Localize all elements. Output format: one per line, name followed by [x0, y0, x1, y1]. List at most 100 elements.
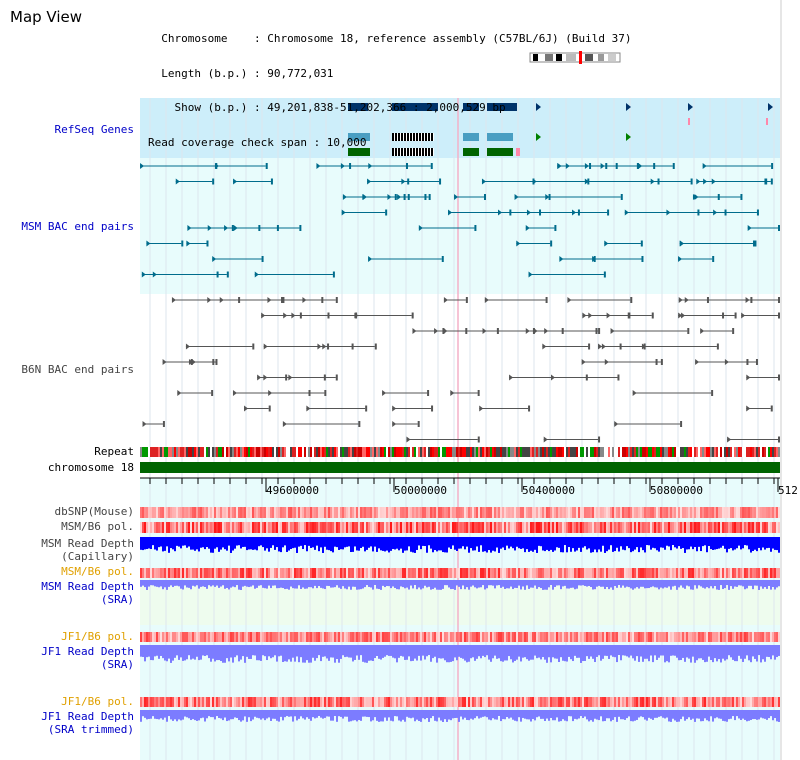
msm-sra-depth-bar	[262, 580, 264, 588]
label-jf1-read-depth-sra[interactable]: JF1 Read Depth (SRA)	[41, 645, 134, 671]
msm-pol-mark	[356, 522, 358, 533]
label-msm-b6-pol[interactable]: MSM/B6 pol.	[61, 520, 134, 533]
msm-bac-pair	[418, 225, 423, 231]
label-jf1-b6-pol-2[interactable]: JF1/B6 pol.	[61, 695, 134, 708]
jf1-sra-depth-bar	[500, 645, 502, 662]
jf1-sra-depth-bar	[404, 645, 406, 660]
msm-sra-pol-mark	[332, 568, 334, 578]
msm-sra-depth-bar	[400, 580, 402, 587]
repeat-mark	[604, 447, 606, 457]
b6n-bac-pair	[321, 297, 324, 303]
msm-sra-pol-mark	[200, 568, 202, 578]
msm-bac-pair	[765, 178, 768, 185]
dbsnp-mark	[166, 507, 168, 518]
jf1-trim-pol-mark	[564, 697, 566, 707]
jf1-pol-mark	[536, 632, 538, 642]
msm-pol-mark	[458, 522, 460, 533]
msm-capillary-depth-bar	[654, 537, 656, 549]
repeat-mark	[316, 447, 318, 457]
jf1-sra-depth-bar	[278, 645, 280, 657]
dbsnp-mark	[222, 507, 224, 518]
label-msm-read-depth-capillary[interactable]: MSM Read Depth (Capillary)	[41, 537, 134, 563]
msm-sra-pol-mark	[378, 568, 380, 578]
msm-capillary-depth-bar	[604, 537, 606, 553]
jf1-trim-pol-mark	[446, 697, 448, 707]
dbsnp-mark	[282, 507, 284, 518]
msm-bac-pair	[603, 271, 606, 278]
jf1-pol-mark	[668, 632, 670, 642]
jf1-sra-depth-bar	[658, 645, 660, 658]
msm-sra-pol-mark	[546, 568, 548, 578]
repeat-mark	[626, 447, 628, 457]
msm-capillary-depth-bar	[342, 537, 344, 550]
b6n-bac-pair	[778, 312, 780, 319]
msm-bac-pair	[181, 240, 184, 247]
msm-capillary-depth-bar	[578, 537, 580, 548]
msm-capillary-depth-bar	[346, 537, 348, 547]
msm-bac-pair	[226, 271, 229, 278]
msm-sra-depth-bar	[226, 580, 228, 588]
jf1-trim-pol-mark	[198, 697, 200, 707]
msm-sra-depth-bar	[428, 580, 430, 587]
label-chromosome-18[interactable]: chromosome 18	[47, 461, 134, 474]
jf1-pol-mark	[262, 632, 264, 642]
msm-sra-depth-bar	[206, 580, 208, 589]
jf1-trim-pol-mark	[582, 697, 584, 707]
msm-sra-depth-bar	[690, 580, 692, 590]
jf1-sra-depth-bar	[190, 645, 192, 660]
msm-sra-pol-mark	[618, 568, 620, 578]
repeat-mark	[414, 447, 416, 457]
msm-sra-pol-mark	[666, 568, 668, 578]
label-jf1-b6-pol[interactable]: JF1/B6 pol.	[61, 630, 134, 643]
repeat-mark	[342, 447, 344, 457]
msm-bac-pair	[385, 209, 388, 216]
repeat-mark	[498, 447, 500, 457]
jf1-trim-depth-bar	[636, 710, 638, 720]
label-refseq-genes[interactable]: RefSeq Genes	[54, 123, 134, 136]
label-dbsnp-mouse[interactable]: dbSNP(Mouse)	[54, 505, 134, 518]
refseq-track-bg	[140, 98, 780, 158]
msm-capillary-depth-bar	[308, 537, 310, 546]
msm-sra-depth-bar	[312, 580, 314, 589]
jf1-trim-depth-bar	[388, 710, 390, 718]
msm-pol-mark	[476, 522, 478, 533]
label-jf1-read-depth-sra-trimmed[interactable]: JF1 Read Depth (SRA trimmed)	[41, 710, 134, 736]
repeat-mark	[250, 447, 252, 457]
msm-sra-depth-bar	[168, 580, 170, 587]
msm-sra-pol-mark	[242, 568, 244, 578]
jf1-pol-mark	[306, 632, 308, 642]
jf1-trim-pol-mark	[756, 697, 758, 707]
msm-capillary-depth-bar	[368, 537, 370, 548]
msm-pol-mark	[156, 522, 158, 533]
jf1-trim-depth-bar	[210, 710, 212, 718]
dbsnp-mark	[470, 507, 472, 518]
dbsnp-mark	[700, 507, 702, 518]
jf1-trim-depth-bar	[754, 710, 756, 720]
jf1-trim-pol-mark	[456, 697, 458, 707]
label-line: JF1 Read Depth	[41, 645, 134, 658]
dbsnp-mark	[744, 507, 746, 518]
jf1-pol-mark	[534, 632, 536, 642]
msm-sra-depth-bar	[472, 580, 474, 586]
msm-pol-mark	[382, 522, 384, 533]
msm-bac-pair	[615, 163, 618, 169]
repeat-mark	[326, 447, 328, 457]
label-repeat[interactable]: Repeat	[94, 445, 134, 458]
repeat-mark	[496, 447, 498, 457]
msm-capillary-depth-bar	[666, 537, 668, 546]
label-msm-b6-pol-sra[interactable]: MSM/B6 pol.	[61, 565, 134, 578]
jf1-trim-depth-bar	[642, 710, 644, 718]
label-msm-read-depth-sra[interactable]: MSM Read Depth (SRA)	[41, 580, 134, 606]
msm-sra-pol-mark	[268, 568, 270, 578]
jf1-pol-mark	[408, 632, 410, 642]
jf1-trim-pol-mark	[378, 697, 380, 707]
jf1-trim-depth-bar	[568, 710, 570, 717]
repeat-mark	[276, 447, 278, 457]
repeat-mark	[742, 447, 744, 457]
jf1-trim-depth-bar	[222, 710, 224, 721]
label-b6n-bac-end-pairs[interactable]: B6N BAC end pairs	[21, 363, 134, 376]
label-msm-bac-end-pairs[interactable]: MSM BAC end pairs	[21, 220, 134, 233]
dbsnp-mark	[318, 507, 320, 518]
